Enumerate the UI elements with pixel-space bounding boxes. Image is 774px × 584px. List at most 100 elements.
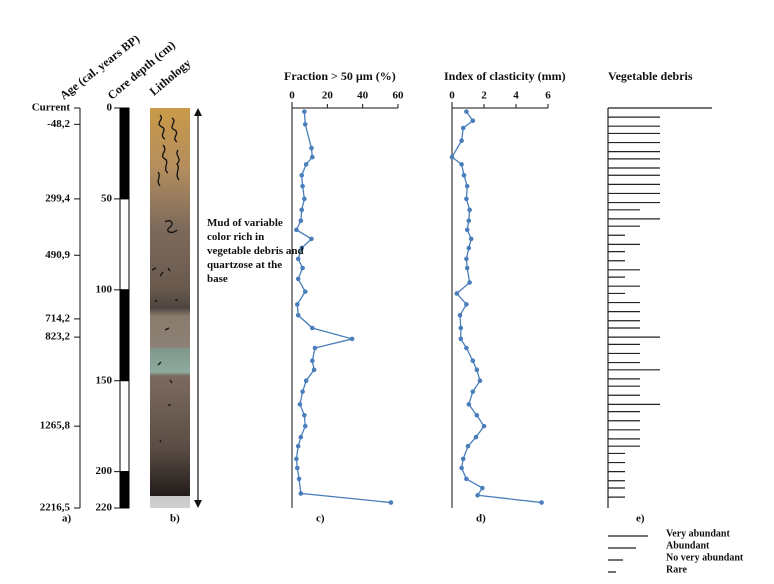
age-tick-label: 1265,8 <box>40 420 71 432</box>
data-point <box>473 434 479 440</box>
lithology-fill <box>150 108 190 508</box>
data-point <box>388 500 394 505</box>
data-point <box>449 154 455 160</box>
data-point <box>303 378 309 384</box>
data-point <box>303 162 309 167</box>
data-point <box>296 476 302 482</box>
data-point <box>481 423 487 429</box>
data-line <box>295 111 391 504</box>
data-point <box>309 145 314 151</box>
data-point <box>300 265 305 271</box>
x-tick-label: 6 <box>545 90 551 102</box>
data-point <box>459 138 464 144</box>
data-point <box>298 491 304 496</box>
data-point <box>302 122 308 127</box>
panel-label: e) <box>636 513 645 525</box>
data-point <box>539 500 544 505</box>
age-tick-label: 2216,5 <box>40 502 71 514</box>
data-point <box>470 118 476 124</box>
data-point <box>295 443 301 449</box>
age-tick-label: Current <box>32 102 71 114</box>
age-tick-label: 299,4 <box>45 192 70 204</box>
depth-tick-label: 100 <box>96 283 113 295</box>
depth-band <box>119 380 130 473</box>
legend-label: No very abundant <box>666 552 744 563</box>
data-point <box>460 456 466 462</box>
data-point <box>466 218 472 224</box>
depth-tick-label: 200 <box>96 465 113 477</box>
data-point <box>470 358 476 364</box>
data-point <box>460 125 466 131</box>
legend-label: Abundant <box>666 540 710 551</box>
panel-label: a) <box>62 513 72 525</box>
data-point <box>312 345 318 351</box>
x-tick-label: 4 <box>513 90 519 102</box>
data-point <box>458 336 464 342</box>
panel-label: b) <box>170 513 180 525</box>
data-point <box>464 302 469 307</box>
debris-sketch <box>151 114 180 443</box>
data-point <box>470 389 476 394</box>
data-point <box>295 302 300 307</box>
lithology-column <box>150 108 190 508</box>
x-tick-label: 2 <box>481 90 487 102</box>
data-point <box>459 162 464 167</box>
data-point <box>299 245 305 251</box>
data-point <box>464 476 469 482</box>
depth-band <box>119 107 130 200</box>
data-point <box>467 280 472 285</box>
data-point <box>297 402 303 407</box>
data-point <box>466 245 472 251</box>
x-tick-label: 0 <box>449 90 455 102</box>
data-point <box>295 465 300 471</box>
legend-label: Very abundant <box>666 528 730 539</box>
data-line <box>451 111 542 504</box>
data-point <box>480 485 485 491</box>
depth-band <box>119 471 130 509</box>
data-point <box>464 109 469 114</box>
data-point <box>474 412 480 418</box>
age-tick-label: 490,9 <box>45 249 70 261</box>
depth-band <box>119 289 130 382</box>
data-point <box>464 183 470 189</box>
data-point <box>302 412 307 418</box>
data-point <box>299 172 305 178</box>
age-tick-label: -48,2 <box>47 118 70 130</box>
data-point <box>309 236 314 242</box>
x-tick-label: 20 <box>322 90 334 102</box>
panel-label: c) <box>316 513 325 525</box>
data-point <box>310 154 315 160</box>
data-point <box>295 312 301 318</box>
data-point <box>295 276 301 282</box>
data-point <box>302 109 307 114</box>
x-tick-label: 60 <box>393 90 405 102</box>
data-point <box>466 402 472 407</box>
data-point <box>300 389 305 394</box>
data-point <box>302 289 308 294</box>
legend-label: Rare <box>666 564 687 575</box>
age-header: Age (cal. years BP) <box>57 32 142 103</box>
data-point <box>457 312 463 318</box>
data-point <box>474 367 480 373</box>
data-point <box>464 256 469 262</box>
chart-title: Index of clasticity (mm) <box>444 69 566 83</box>
data-point <box>458 325 464 331</box>
data-point <box>299 207 305 213</box>
data-point <box>349 336 355 342</box>
panel-label: d) <box>476 513 486 525</box>
data-point <box>464 265 470 271</box>
data-point <box>310 325 315 331</box>
depth-tick-label: 220 <box>96 502 113 514</box>
data-point <box>300 183 305 189</box>
range-arrow <box>194 108 202 508</box>
annotation: Mud of variable color rich in vegetable … <box>207 217 304 285</box>
data-point <box>298 218 304 224</box>
depth-tick-label: 0 <box>107 102 113 114</box>
data-point <box>461 172 467 178</box>
depth-tick-label: 50 <box>101 192 113 204</box>
age-tick-label: 714,2 <box>45 312 70 324</box>
data-point <box>310 358 315 364</box>
data-point <box>477 378 483 384</box>
data-point <box>475 492 480 498</box>
